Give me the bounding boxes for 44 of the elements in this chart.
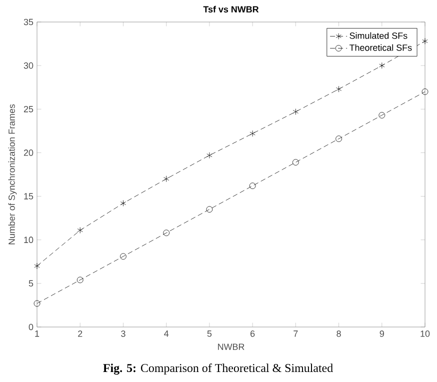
- x-tick-label: 9: [380, 330, 384, 337]
- y-tick-label: 35: [24, 18, 34, 26]
- y-tick-label: 10: [24, 236, 34, 244]
- point: [336, 86, 342, 92]
- y-tick-label: 0: [28, 324, 34, 330]
- text: Fig. 5: Comparison of Theoretical & Simulated: [103, 364, 333, 375]
- y-tick-label: 30: [24, 62, 34, 69]
- y-tick-label: 25: [24, 106, 34, 112]
- point: [422, 88, 428, 95]
- y-tick-label: 15: [24, 193, 34, 200]
- y-tick-label: 5: [28, 280, 34, 287]
- point: [422, 38, 428, 44]
- x-axis-title: NWBR: [218, 344, 244, 350]
- point: [378, 112, 386, 118]
- point: [164, 176, 170, 182]
- point: [76, 276, 84, 284]
- x-tick-label: 3: [121, 330, 126, 337]
- point: [379, 62, 385, 69]
- x-tick-label: 10: [420, 330, 430, 337]
- point: [292, 159, 299, 166]
- x-tick-label: 8: [336, 330, 341, 337]
- legend-label: Theoretical SFs: [349, 44, 412, 51]
- legend-label: Simulated SFs: [350, 32, 408, 39]
- point: [120, 200, 126, 206]
- x-tick-label: 1: [35, 330, 40, 337]
- point: [77, 227, 83, 234]
- point: [163, 230, 170, 236]
- chart-title: Tsf vs NWBR: [203, 6, 259, 13]
- y-tick-label: 20: [24, 150, 34, 156]
- x-tick-label: 7: [294, 330, 298, 337]
- x-tick-label: 2: [78, 330, 82, 337]
- point: [250, 130, 256, 137]
- point: [292, 108, 298, 115]
- x-tick-label: 5: [207, 330, 212, 337]
- point: [120, 253, 126, 260]
- point: [336, 136, 342, 142]
- x-tick-label: 6: [250, 330, 255, 337]
- point: [206, 152, 212, 159]
- x-tick-label: 4: [164, 330, 169, 337]
- point: [249, 182, 256, 190]
- y-axis-title: Number of Synchronization Frames: [8, 104, 17, 244]
- point: [34, 262, 40, 270]
- point: [206, 206, 213, 213]
- point: [34, 300, 40, 307]
